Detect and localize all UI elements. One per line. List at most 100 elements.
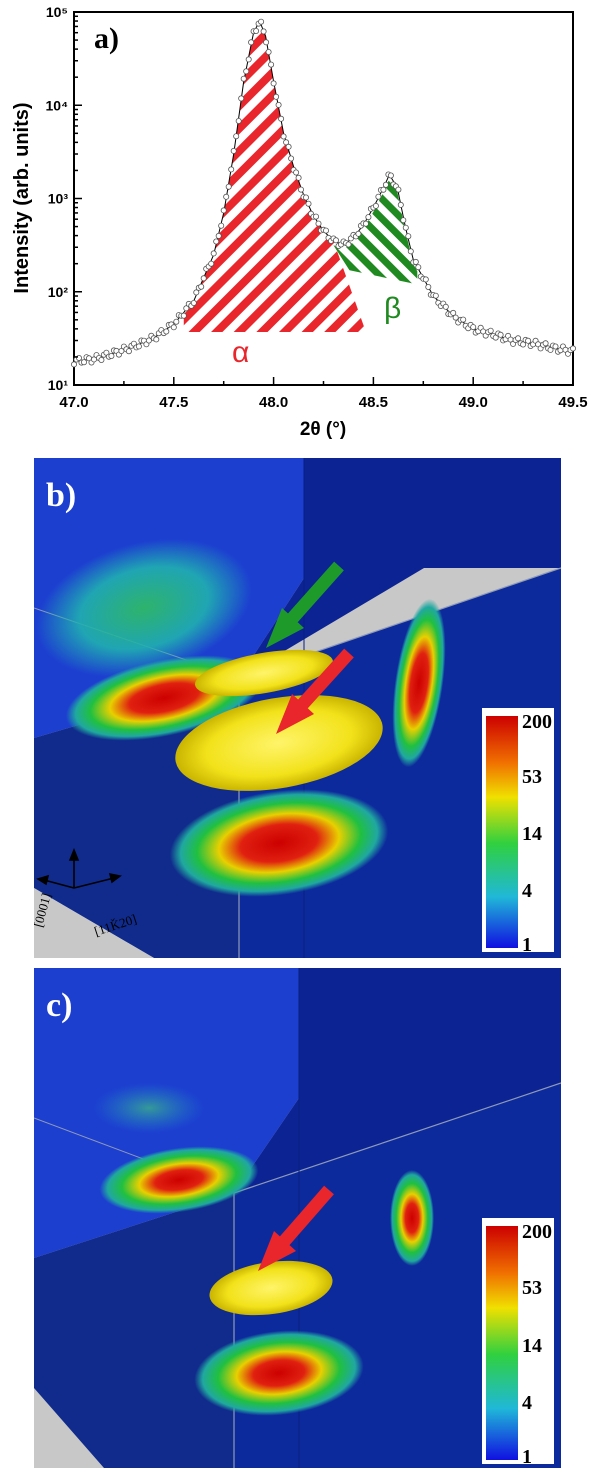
- data-point: [275, 101, 282, 108]
- data-point: [268, 61, 275, 68]
- data-point: [372, 202, 379, 209]
- data-point: [215, 232, 222, 239]
- data-point: [240, 75, 247, 82]
- data-point: [170, 324, 177, 331]
- data-point: [180, 312, 187, 319]
- data-point: [108, 352, 115, 359]
- data-point: [375, 193, 382, 200]
- data-point: [345, 241, 352, 248]
- data-point: [497, 331, 504, 338]
- data-point: [173, 318, 180, 325]
- data-point: [233, 133, 240, 140]
- data-point: [400, 217, 407, 224]
- y-axis-label: Intensity (arb. units): [11, 102, 33, 293]
- data-point: [280, 133, 287, 140]
- data-point: [210, 250, 217, 257]
- data-point: [542, 340, 549, 347]
- rsm-3d-view-c: 200 53 14 4 1 c): [33, 968, 562, 1468]
- panel-label-b: b): [46, 477, 76, 514]
- right-wall: [234, 968, 561, 1193]
- data-point: [230, 147, 237, 154]
- data-point: [163, 328, 170, 335]
- data-point: [253, 27, 260, 34]
- xrd-chart: 47.0 47.5 48.0 48.5 49.0 49.510¹10²10³10⁴10⁵ …: [11, 4, 588, 440]
- data-point: [312, 213, 319, 220]
- colorbar-tick: 1: [522, 1446, 532, 1468]
- x-tick-label: 47.5: [159, 394, 188, 411]
- data-point: [382, 181, 389, 188]
- panel-b: [0001] [11Ǩ20] 200 53 14 4 1 b): [30, 458, 562, 958]
- data-point: [412, 258, 419, 265]
- data-point: [81, 359, 88, 366]
- data-point: [295, 174, 302, 181]
- data-point: [407, 248, 414, 255]
- colorbar-tick: 4: [522, 1392, 532, 1414]
- data-point: [520, 341, 527, 348]
- data-point: [387, 172, 394, 179]
- data-point: [260, 28, 267, 35]
- colorbar-tick: 4: [522, 880, 532, 902]
- y-tick-label: 10²: [48, 284, 69, 300]
- rsm-3d-view-b: [0001] [11Ǩ20] 200 53 14 4 1 b): [30, 458, 562, 958]
- data-point: [460, 316, 467, 323]
- right-wall: [239, 458, 561, 678]
- data-point: [470, 324, 477, 331]
- colorbar: [486, 716, 518, 948]
- data-point: [425, 283, 432, 290]
- panel-a: 47.0 47.5 48.0 48.5 49.0 49.5 10¹ 10² 10³ 10⁴ 10⁵ …: [0, 0, 595, 445]
- data-point: [552, 343, 559, 350]
- x-tick-label: 48.0: [259, 394, 288, 411]
- data-point: [265, 49, 272, 56]
- alpha-peak-fill: [183, 21, 366, 333]
- data-point: [258, 18, 265, 25]
- data-point: [225, 183, 232, 190]
- data-point: [153, 336, 160, 343]
- data-point: [515, 335, 522, 342]
- data-point: [315, 220, 322, 227]
- data-point: [415, 264, 422, 271]
- data-point: [570, 345, 577, 352]
- x-tick-label: 47.0: [59, 394, 88, 411]
- data-point: [283, 139, 290, 146]
- data-point: [452, 314, 459, 321]
- data-point: [208, 260, 215, 267]
- x-tick-label: 48.5: [359, 394, 388, 411]
- x-axis-label: 2θ (°): [300, 419, 346, 440]
- panel-label-c: c): [46, 987, 72, 1024]
- data-point: [135, 343, 142, 350]
- x-tick-label: 49.0: [459, 394, 488, 411]
- colorbar-tick: 14: [522, 823, 542, 845]
- data-point: [547, 346, 554, 353]
- data-point: [422, 276, 429, 283]
- data-point: [200, 275, 207, 282]
- y-tick-label: 10⁵: [46, 4, 68, 20]
- data-point: [190, 299, 197, 306]
- colorbar-tick: 1: [522, 934, 532, 956]
- data-point: [302, 194, 309, 201]
- colorbar-tick: 53: [522, 766, 542, 788]
- data-point: [238, 95, 245, 102]
- y-tick-label: 10⁴: [46, 97, 69, 113]
- data-point: [213, 238, 220, 245]
- data-point: [183, 305, 190, 312]
- beta-peak-label: β: [384, 292, 401, 325]
- x-tick-label: 49.5: [558, 394, 587, 411]
- data-point: [228, 166, 235, 173]
- data-point: [355, 230, 362, 237]
- colorbar-tick: 53: [522, 1277, 542, 1299]
- data-point: [332, 237, 339, 244]
- beta-peak-fill: [333, 178, 418, 285]
- data-point: [362, 220, 369, 227]
- data-point: [71, 361, 78, 368]
- colorbar: [486, 1226, 518, 1460]
- alpha-peak-label: α: [232, 336, 249, 369]
- data-point: [193, 289, 200, 296]
- colorbar-tick: 200: [522, 711, 552, 733]
- y-tick-label: 10¹: [48, 377, 69, 393]
- panel-c: 200 53 14 4 1 c): [33, 968, 562, 1468]
- data-point: [218, 222, 225, 229]
- data-point: [245, 56, 252, 63]
- y-tick-label: 10³: [48, 191, 69, 207]
- data-point: [288, 155, 295, 162]
- data-point: [273, 93, 280, 100]
